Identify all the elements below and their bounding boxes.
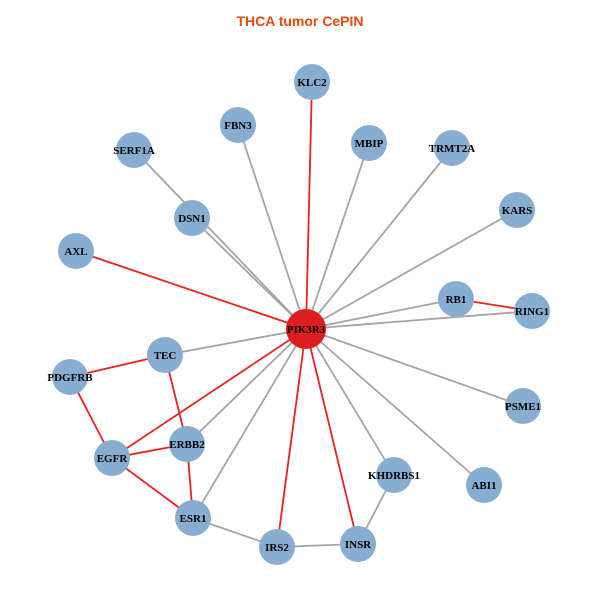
node-label-RB1: RB1 xyxy=(446,294,467,306)
node-TEC xyxy=(147,337,183,373)
node-KHDRBS1 xyxy=(376,457,412,493)
plot-title: THCA tumor CePIN xyxy=(236,13,363,29)
node-IRS2 xyxy=(259,529,295,565)
node-label-KLC2: KLC2 xyxy=(297,77,327,89)
edge-PIK3R3-MBIP xyxy=(305,142,370,330)
node-label-DSN1: DSN1 xyxy=(178,213,206,225)
edges-layer-gray xyxy=(133,124,533,548)
node-PSME1 xyxy=(505,388,541,424)
edge-PIK3R3-TRMT2A xyxy=(305,147,453,330)
node-label-TRMT2A: TRMT2A xyxy=(429,143,476,155)
node-label-EGFR: EGFR xyxy=(97,453,129,465)
node-RB1 xyxy=(438,281,474,317)
node-ERBB2 xyxy=(169,426,205,462)
node-label-IRS2: IRS2 xyxy=(265,542,289,554)
node-label-TEC: TEC xyxy=(154,350,177,362)
node-label-SERF1A: SERF1A xyxy=(113,145,155,157)
node-KARS xyxy=(499,192,535,228)
node-AXL xyxy=(58,233,94,269)
node-SERF1A xyxy=(116,132,152,168)
node-ABI1 xyxy=(466,467,502,503)
edge-PIK3R3-RING1 xyxy=(305,310,533,330)
node-PIK3R3 xyxy=(286,309,326,349)
edge-PIK3R3-SERF1A xyxy=(133,149,307,330)
edge-PIK3R3-FBN3 xyxy=(237,124,307,330)
edge-PIK3R3-EGFR xyxy=(111,328,307,459)
node-label-FBN3: FBN3 xyxy=(224,120,252,132)
node-FBN3 xyxy=(220,107,256,143)
edge-PIK3R3-PSME1 xyxy=(305,328,524,407)
node-EGFR xyxy=(94,440,130,476)
node-KLC2 xyxy=(294,64,330,100)
node-label-ERBB2: ERBB2 xyxy=(169,439,205,451)
node-TRMT2A xyxy=(434,130,470,166)
node-label-ABI1: ABI1 xyxy=(471,480,496,492)
edge-PIK3R3-ABI1 xyxy=(305,328,485,486)
nodes-layer xyxy=(52,64,550,565)
node-MBIP xyxy=(351,125,387,161)
node-PDGFRB xyxy=(52,359,88,395)
edge-PIK3R3-KARS xyxy=(305,209,518,330)
edge-PIK3R3-IRS2 xyxy=(276,328,307,548)
edge-PIK3R3-RB1 xyxy=(305,298,457,330)
edge-PIK3R3-TEC xyxy=(164,328,307,356)
node-label-KHDRBS1: KHDRBS1 xyxy=(368,470,420,482)
node-DSN1 xyxy=(174,200,210,236)
node-ESR1 xyxy=(175,500,211,536)
edge-PIK3R3-KLC2 xyxy=(305,81,313,330)
node-label-AXL: AXL xyxy=(64,246,87,258)
edge-PIK3R3-INSR xyxy=(305,328,359,545)
node-label-ESR1: ESR1 xyxy=(180,513,207,525)
edge-PIK3R3-DSN1 xyxy=(191,217,307,330)
node-RING1 xyxy=(514,293,550,329)
node-label-PIK3R3: PIK3R3 xyxy=(287,324,326,336)
node-label-MBIP: MBIP xyxy=(355,138,384,150)
edge-PIK3R3-ESR1 xyxy=(192,328,307,519)
edge-PIK3R3-KHDRBS1 xyxy=(305,328,395,476)
node-label-RING1: RING1 xyxy=(515,306,549,318)
labels-layer: PIK3R3 KLC2 FBN3 MBIP TRMT2A SERF1A KARS DSN1 AX… xyxy=(47,77,549,554)
node-INSR xyxy=(340,526,376,562)
edge-PIK3R3-AXL xyxy=(75,250,307,330)
node-label-PDGFRB: PDGFRB xyxy=(47,372,93,384)
node-label-INSR: INSR xyxy=(345,539,372,551)
edge-PIK3R3-ERBB2 xyxy=(186,328,307,445)
node-label-KARS: KARS xyxy=(502,205,533,217)
node-label-PSME1: PSME1 xyxy=(505,401,541,413)
